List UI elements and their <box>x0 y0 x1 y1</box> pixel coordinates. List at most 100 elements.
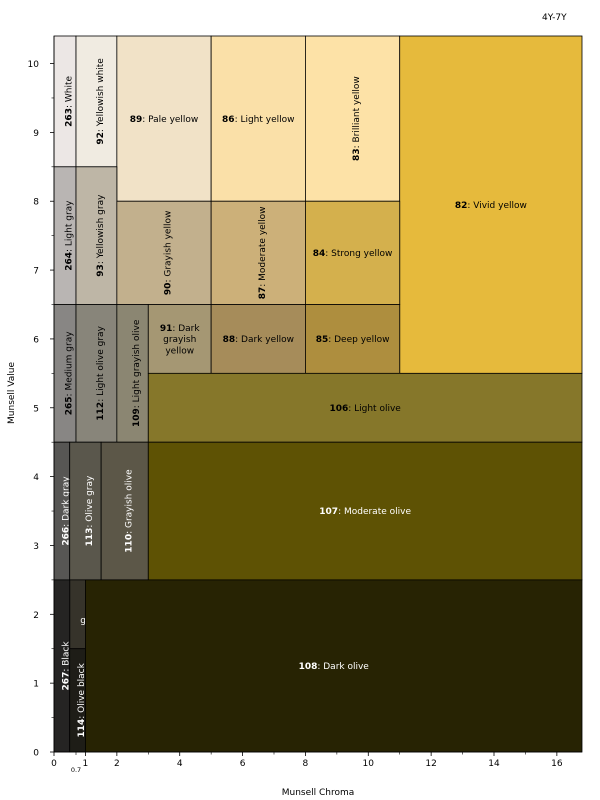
region-267: 267: Black <box>53 579 72 753</box>
region-number: 264 <box>65 252 75 271</box>
region-112: 112: Light olive gray <box>75 304 118 443</box>
region-name: : Dark yellow <box>235 335 294 345</box>
region-number: 267 <box>62 672 72 691</box>
region-number: 84 <box>313 249 326 259</box>
region-rect <box>210 200 306 305</box>
region-label: 87: Moderate yellow <box>258 206 268 299</box>
region-number: 85 <box>316 335 329 345</box>
region-84: 84: Strong yellow <box>305 200 401 305</box>
y-tick-label: 8 <box>33 198 39 208</box>
region-rect <box>75 35 118 168</box>
region-rect <box>147 304 212 374</box>
region-266: 266: Dark gray <box>53 441 72 581</box>
region-92: 92: Yellowish white <box>75 35 118 168</box>
region-number: 83 <box>352 148 362 161</box>
x-tick-label: 8 <box>303 759 309 769</box>
hue-range-label: 4Y-7Y <box>542 13 567 23</box>
region-label: 266: Dark gray <box>62 476 72 546</box>
region-label: 113: Olive gray <box>85 475 95 546</box>
region-83: 83: Brilliant yellow <box>305 35 401 202</box>
region-name: : Deep yellow <box>328 335 389 345</box>
region-rect <box>85 579 583 753</box>
region-label: 263: White <box>65 76 75 127</box>
region-label: 89: Pale yellow <box>130 115 199 125</box>
region-name: : Yellowish gray <box>96 194 106 264</box>
region-name: : Yellowish white <box>96 58 106 132</box>
region-rect <box>116 200 212 305</box>
y-tick-label: 0 <box>33 749 39 759</box>
region-265: 265: Medium gray <box>53 304 77 443</box>
region-82: 82: Vivid yellow <box>399 35 583 374</box>
region-name: : White <box>65 76 75 109</box>
region-name: : Pale yellow <box>142 115 198 125</box>
region-108: 108: Dark olive <box>85 579 583 753</box>
region-rect <box>399 35 583 374</box>
region-label: 82: Vivid yellow <box>455 201 527 211</box>
region-label: 265: Medium gray <box>65 331 75 415</box>
region-93: 93: Yellowish gray <box>75 166 118 305</box>
region-rect <box>305 35 401 202</box>
region-name: : Dark olive <box>317 662 369 672</box>
x-tick-label: 16 <box>551 759 563 769</box>
region-label: 110: Grayish olive <box>124 469 134 553</box>
region-label: 107: Moderate olive <box>319 507 411 517</box>
region-107: 107: Moderate olive <box>147 441 583 581</box>
region-90: 90: Grayish yellow <box>116 200 212 305</box>
x-axis-label: Munsell Chroma <box>282 788 355 798</box>
region-number: 112 <box>96 402 106 421</box>
region-number: 86 <box>222 115 235 125</box>
region-number: 92 <box>96 132 106 145</box>
region-263: 263: White <box>53 35 77 168</box>
region-number: 88 <box>223 335 236 345</box>
region-name: : Light yellow <box>235 115 295 125</box>
region-name: : Brilliant yellow <box>352 76 362 148</box>
region-label: 83: Brilliant yellow <box>352 76 362 161</box>
region-label: 88: Dark yellow <box>223 335 294 345</box>
region-88: 88: Dark yellow <box>210 304 306 374</box>
y-tick-label: 1 <box>33 680 39 690</box>
color-regions: 263: White 92: Yellowish white 89: Pale ye… <box>53 35 583 753</box>
region-label: 91: Dark grayish yellow <box>160 324 201 357</box>
region-name: : Vivid yellow <box>467 201 526 211</box>
y-tick-label: 2 <box>33 611 39 621</box>
region-rect <box>210 304 306 374</box>
x-tick-label: 12 <box>425 759 436 769</box>
x-tick-label: 10 <box>363 759 375 769</box>
region-114: 114: Olive black <box>69 648 87 753</box>
region-label: 264: Light gray <box>65 200 75 271</box>
region-label: 92: Yellowish white <box>96 58 106 145</box>
region-91: 91: Dark grayish yellow <box>147 304 212 374</box>
region-name: : Medium gray <box>65 331 75 397</box>
region-name: : Moderate olive <box>338 507 411 517</box>
region-label: 108: Dark olive <box>299 662 370 672</box>
region-rect <box>305 200 401 305</box>
x-tick-label: 2 <box>114 759 120 769</box>
region-number: 266 <box>62 527 72 546</box>
region-number: 107 <box>319 507 338 517</box>
region-number: 265 <box>65 396 75 415</box>
region-number: 110 <box>124 534 134 553</box>
region-number: 109 <box>132 408 142 427</box>
region-rect <box>147 372 583 443</box>
region-label: 84: Strong yellow <box>313 249 393 259</box>
y-axis-label: Munsell Value <box>7 362 17 424</box>
region-number: 89 <box>130 115 143 125</box>
region-number: 106 <box>329 404 348 414</box>
x-tick-label-extra: 0.7 <box>71 766 81 774</box>
region-89: 89: Pale yellow <box>116 35 212 202</box>
region-number: 113 <box>85 528 95 547</box>
region-113: 113: Olive gray <box>69 441 102 581</box>
region-name: : Light gray <box>65 200 75 252</box>
x-tick-label: 1 <box>83 759 89 769</box>
x-tick-label: 6 <box>240 759 246 769</box>
y-tick-label: 7 <box>33 267 39 277</box>
region-name: : Moderate yellow <box>258 206 268 286</box>
y-tick-label: 4 <box>33 473 39 483</box>
region-86: 86: Light yellow <box>210 35 306 202</box>
region-name: : Dark <box>172 324 200 334</box>
y-tick-label: 6 <box>33 335 39 345</box>
y-tick-label: 3 <box>33 542 39 552</box>
region-number: 82 <box>455 201 468 211</box>
region-name: : Grayish olive <box>124 469 134 534</box>
